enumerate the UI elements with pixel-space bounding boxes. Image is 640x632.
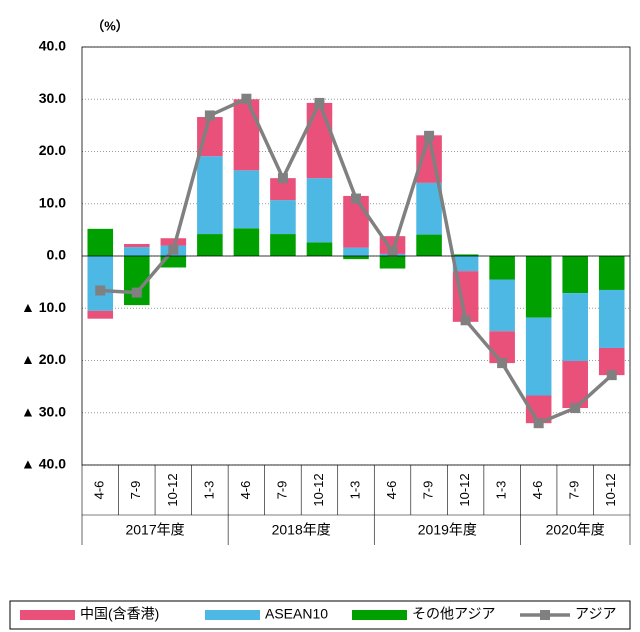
bar: [598, 289, 625, 348]
line-marker: [533, 418, 544, 429]
line-marker: [131, 287, 142, 298]
legend-swatch: [205, 610, 260, 620]
line-marker: [277, 173, 288, 184]
unit-label: （%）: [91, 18, 129, 33]
bar: [197, 156, 223, 235]
line-marker: [387, 246, 398, 257]
line-marker: [606, 370, 617, 381]
bar: [598, 256, 625, 290]
bar: [525, 256, 552, 318]
x-tick-label: 10-12: [457, 473, 472, 506]
x-tick-label: 4-6: [92, 481, 107, 500]
line-marker: [241, 93, 252, 104]
legend-label: その他アジア: [412, 606, 495, 622]
bar: [343, 195, 369, 248]
x-tick-label: 1-3: [494, 481, 509, 500]
bar: [87, 256, 114, 311]
bar: [306, 178, 333, 243]
bar: [124, 243, 150, 248]
bar: [87, 228, 114, 256]
x-tick-label: 10-12: [165, 473, 180, 506]
line-marker: [424, 130, 435, 141]
legend-swatch: [20, 610, 75, 620]
bar: [160, 256, 187, 268]
bar: [562, 256, 588, 294]
line-marker: [204, 110, 215, 121]
x-tick-label: 4-6: [238, 481, 253, 500]
line-marker: [351, 193, 361, 204]
group-label: 2018年度: [272, 522, 331, 538]
bar: [525, 317, 552, 396]
bar: [489, 256, 515, 280]
legend-label: 中国(含香港): [80, 606, 159, 622]
bar: [562, 293, 588, 362]
x-tick-label: 4-6: [384, 481, 399, 500]
line-marker: [460, 315, 471, 326]
group-label: 2020年度: [546, 522, 605, 538]
line-marker: [497, 358, 508, 369]
bar: [306, 102, 333, 179]
bar: [379, 256, 406, 269]
line-marker: [168, 244, 179, 255]
group-label: 2017年度: [125, 522, 184, 538]
x-tick-label: 7-9: [421, 481, 436, 500]
bar: [197, 234, 223, 256]
x-tick-label: 4-6: [530, 481, 545, 500]
x-tick-label: 10-12: [311, 473, 326, 506]
x-tick-label: 7-9: [567, 481, 582, 500]
legend-label: アジア: [575, 606, 616, 622]
legend-marker: [540, 610, 550, 620]
bar: [124, 247, 150, 256]
bar: [343, 247, 369, 256]
y-tick-label: 0.0: [47, 247, 67, 263]
legend-label: ASEAN10: [265, 606, 328, 622]
bar: [270, 178, 296, 201]
bar: [270, 234, 296, 256]
group-label: 2019年度: [418, 522, 477, 538]
bar: [233, 228, 260, 256]
bar: [416, 182, 442, 235]
x-tick-label: 1-3: [347, 481, 362, 500]
bar: [87, 310, 114, 319]
bar: [233, 99, 260, 171]
bar: [270, 200, 296, 235]
line-marker: [314, 97, 325, 108]
y-tick-label: ▲ 30.0: [21, 403, 66, 419]
bar: [489, 331, 515, 364]
bar: [343, 256, 369, 260]
x-tick-label: 7-9: [128, 481, 143, 500]
y-tick-label: 10.0: [39, 194, 66, 210]
bar: [160, 238, 187, 246]
bar: [233, 170, 260, 229]
x-tick-label: 7-9: [274, 481, 289, 500]
bar: [489, 279, 515, 332]
bar: [452, 254, 479, 256]
bar: [306, 242, 333, 256]
y-tick-label: 40.0: [39, 38, 66, 54]
y-tick-label: ▲ 40.0: [21, 456, 66, 472]
y-tick-label: ▲ 20.0: [21, 351, 66, 367]
legend-swatch: [352, 610, 407, 620]
y-tick-label: 20.0: [39, 142, 66, 158]
y-tick-label: 30.0: [39, 90, 66, 106]
bar: [416, 234, 442, 256]
y-tick-label: ▲ 10.0: [21, 299, 66, 315]
bar: [452, 256, 479, 272]
legend-box: [9, 600, 631, 630]
x-tick-label: 1-3: [201, 481, 216, 500]
line-marker: [570, 403, 581, 414]
line-marker: [95, 285, 106, 296]
x-tick-label: 10-12: [603, 473, 618, 506]
